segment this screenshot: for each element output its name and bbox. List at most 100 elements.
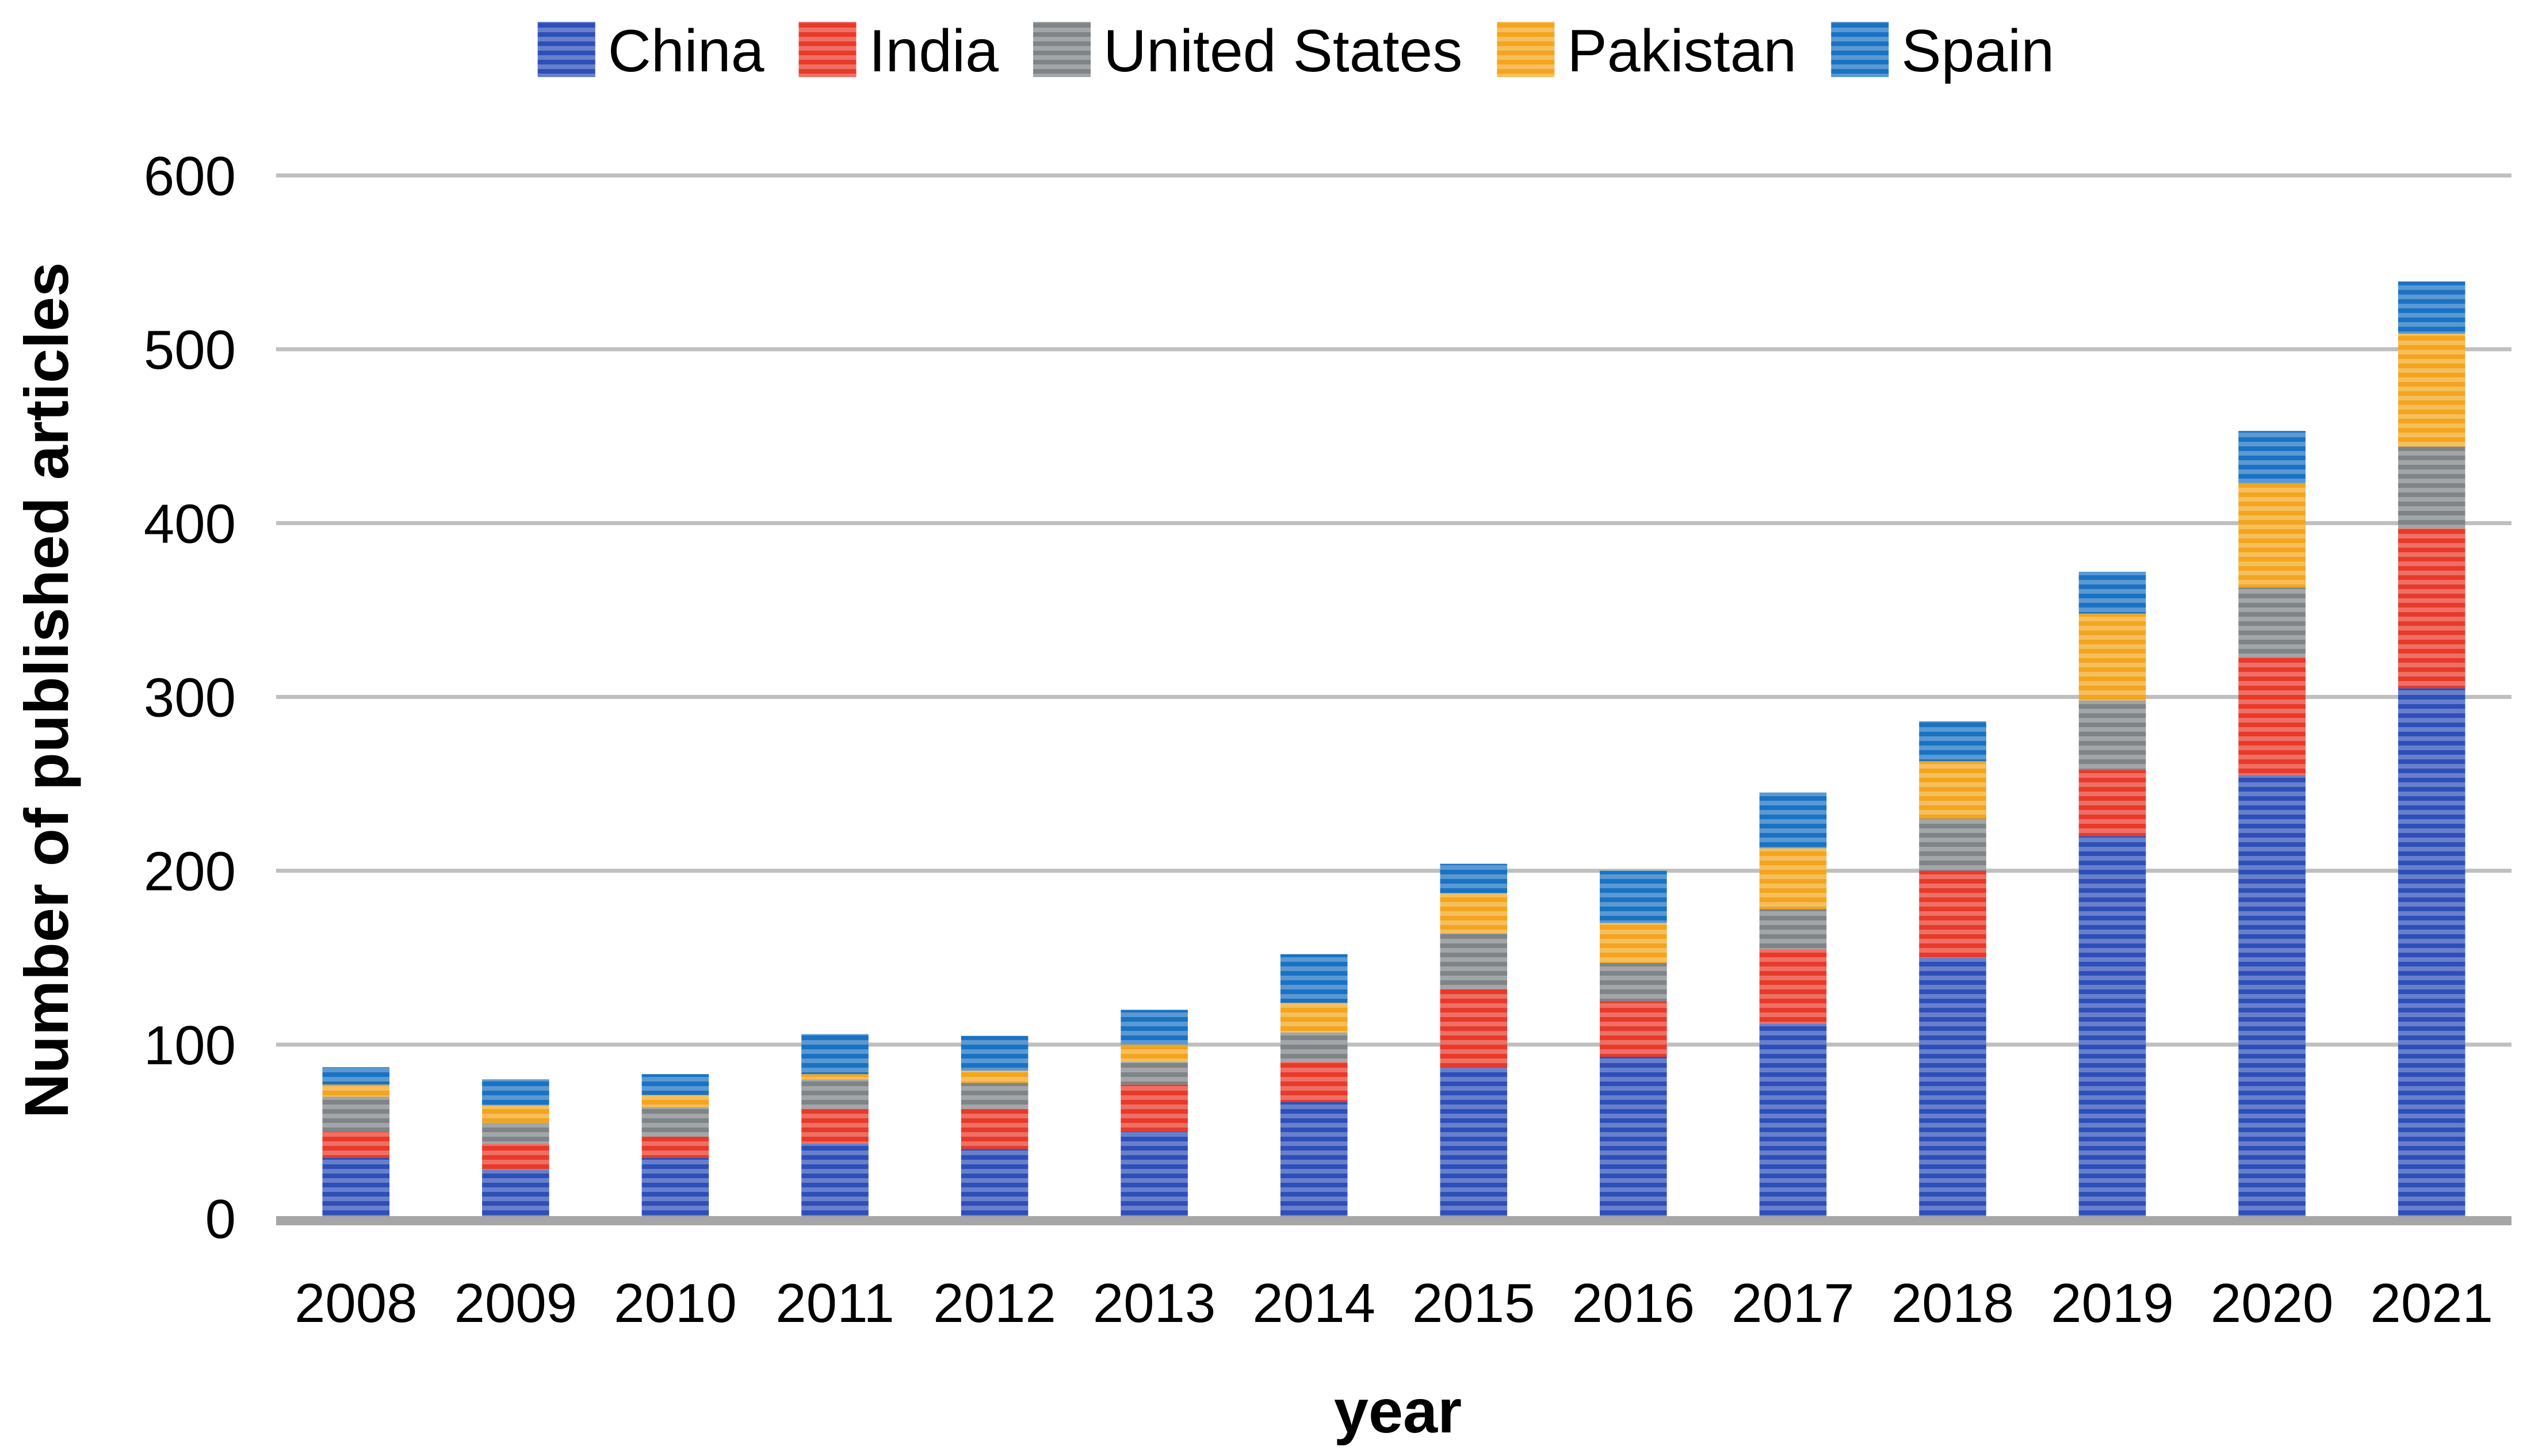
bar-2019-pakistan xyxy=(2078,613,2146,701)
bar-2011-spain xyxy=(801,1034,869,1075)
bar-2016-pakistan xyxy=(1600,923,1667,963)
bar-2018-pakistan xyxy=(1919,761,1986,819)
bar-2012-spain xyxy=(961,1035,1029,1071)
bar-2014-china xyxy=(1280,1102,1348,1218)
x-tick-label-2010: 2010 xyxy=(614,1272,737,1334)
bar-2008-china xyxy=(322,1157,390,1218)
legend-swatch-india xyxy=(798,22,857,77)
x-axis-title: year xyxy=(1334,1376,1462,1446)
legend: China India United States Pakistan Spain xyxy=(537,18,2054,85)
x-tick-label-2016: 2016 xyxy=(1572,1272,1695,1334)
bar-2009-india xyxy=(482,1144,549,1170)
x-tick-label-2014: 2014 xyxy=(1252,1272,1375,1334)
bar-2012-china xyxy=(961,1149,1029,1218)
bar-2017-united-states xyxy=(1759,909,1827,949)
bar-2021-pakistan xyxy=(2398,333,2465,447)
bar-2010-pakistan xyxy=(641,1095,709,1107)
bar-2008-pakistan xyxy=(322,1084,390,1097)
x-tick-label-2021: 2021 xyxy=(2370,1272,2493,1334)
bar-2019-india xyxy=(2078,770,2146,836)
bar-2013-india xyxy=(1121,1084,1188,1132)
legend-label-spain: Spain xyxy=(1901,18,2054,85)
legend-swatch-china xyxy=(537,22,595,77)
bar-2008-spain xyxy=(322,1067,390,1085)
bar-2018-united-states xyxy=(1919,819,1986,871)
bar-2020-pakistan xyxy=(2238,483,2306,588)
x-tick-label-2020: 2020 xyxy=(2211,1272,2334,1334)
bar-2021-spain xyxy=(2398,281,2465,334)
bar-2020-india xyxy=(2238,657,2306,775)
y-tick-label-0: 0 xyxy=(205,1189,236,1250)
legend-item-china: China xyxy=(537,18,764,85)
bar-2011-india xyxy=(801,1109,869,1144)
x-tick-label-2013: 2013 xyxy=(1093,1272,1216,1334)
bar-2010-china xyxy=(641,1157,709,1218)
bar-2013-united-states xyxy=(1121,1062,1188,1085)
x-tick-label-2019: 2019 xyxy=(2051,1272,2174,1334)
bar-2018-china xyxy=(1919,957,1986,1218)
bars xyxy=(322,281,2465,1218)
bar-2009-pakistan xyxy=(482,1105,549,1123)
bar-2020-spain xyxy=(2238,431,2306,483)
x-tick-label-2018: 2018 xyxy=(1891,1272,2014,1334)
bar-2014-pakistan xyxy=(1280,1003,1348,1033)
bar-2020-china xyxy=(2238,775,2306,1218)
bar-2012-india xyxy=(961,1109,1029,1149)
bar-2010-united-states xyxy=(641,1107,709,1137)
bar-2013-pakistan xyxy=(1121,1044,1188,1063)
bar-2014-spain xyxy=(1280,954,1348,1003)
bar-2013-china xyxy=(1121,1131,1188,1218)
y-tick-label-600: 600 xyxy=(144,146,236,207)
legend-label-pakistan: Pakistan xyxy=(1567,18,1796,85)
bar-2008-united-states xyxy=(322,1096,390,1132)
x-tick-label-2017: 2017 xyxy=(1731,1272,1855,1334)
bar-2010-spain xyxy=(641,1074,709,1095)
bar-2016-spain xyxy=(1600,870,1667,923)
x-tick-label-2012: 2012 xyxy=(933,1272,1056,1334)
bar-2016-india xyxy=(1600,1001,1667,1057)
bar-2017-china xyxy=(1759,1023,1827,1218)
bar-2015-united-states xyxy=(1440,933,1508,989)
bar-2013-spain xyxy=(1121,1010,1188,1045)
bar-2018-india xyxy=(1919,870,1986,958)
legend-swatch-spain xyxy=(1831,22,1889,77)
bar-2011-united-states xyxy=(801,1079,869,1109)
bar-2016-china xyxy=(1600,1056,1667,1218)
legend-swatch-pakistan xyxy=(1497,22,1555,77)
bar-2012-united-states xyxy=(961,1083,1029,1109)
bar-2014-india xyxy=(1280,1062,1348,1102)
bar-2014-united-states xyxy=(1280,1032,1348,1063)
bar-2019-china xyxy=(2078,836,2146,1218)
bar-2009-spain xyxy=(482,1079,549,1106)
bar-2018-spain xyxy=(1919,721,1986,762)
bar-2015-china xyxy=(1440,1067,1508,1218)
x-tick-label-2008: 2008 xyxy=(295,1272,418,1334)
x-tick-label-2009: 2009 xyxy=(454,1272,578,1334)
legend-label-india: India xyxy=(869,18,999,85)
bar-2012-pakistan xyxy=(961,1071,1029,1083)
legend-label-united-states: United States xyxy=(1103,18,1462,85)
y-tick-label-300: 300 xyxy=(144,667,236,729)
legend-item-united-states: United States xyxy=(1033,18,1462,85)
bar-2021-united-states xyxy=(2398,446,2465,529)
y-tick-label-500: 500 xyxy=(144,319,236,381)
bar-2020-united-states xyxy=(2238,587,2306,658)
legend-label-china: China xyxy=(608,18,764,85)
bar-2017-india xyxy=(1759,949,1827,1024)
bar-2015-pakistan xyxy=(1440,893,1508,934)
bar-2011-china xyxy=(801,1144,869,1218)
y-tick-label-200: 200 xyxy=(144,841,236,903)
y-axis-title: Number of published articles xyxy=(12,262,81,1118)
bar-2016-united-states xyxy=(1600,962,1667,1002)
bar-2017-pakistan xyxy=(1759,848,1827,909)
y-tick-label-100: 100 xyxy=(144,1015,236,1076)
bar-2008-india xyxy=(322,1131,390,1158)
bar-2021-china xyxy=(2398,688,2465,1218)
bar-2009-china xyxy=(482,1170,549,1218)
legend-swatch-united-states xyxy=(1033,22,1091,77)
legend-item-india: India xyxy=(798,18,999,85)
bar-2011-pakistan xyxy=(801,1074,869,1080)
x-tick-label-2015: 2015 xyxy=(1412,1272,1535,1334)
legend-item-pakistan: Pakistan xyxy=(1497,18,1796,85)
